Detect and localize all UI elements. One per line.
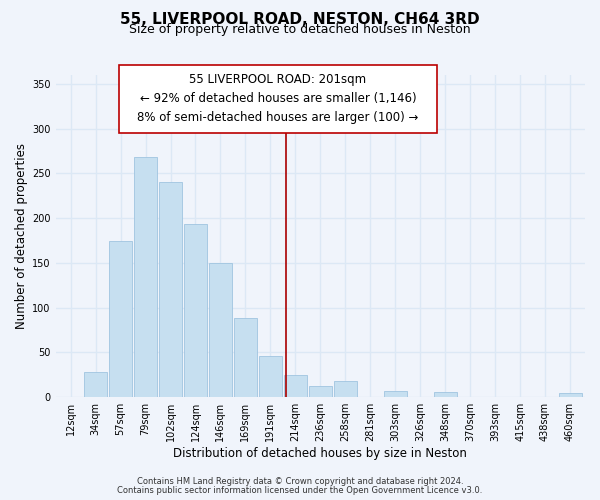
Bar bbox=[434, 392, 457, 397]
Bar bbox=[384, 391, 407, 397]
Y-axis label: Number of detached properties: Number of detached properties bbox=[15, 143, 28, 329]
Bar bbox=[259, 356, 282, 397]
Bar bbox=[84, 372, 107, 397]
Text: ← 92% of detached houses are smaller (1,146): ← 92% of detached houses are smaller (1,… bbox=[140, 92, 416, 106]
Text: 55 LIVERPOOL ROAD: 201sqm: 55 LIVERPOOL ROAD: 201sqm bbox=[190, 74, 367, 86]
Bar bbox=[109, 240, 132, 397]
Text: Contains HM Land Registry data © Crown copyright and database right 2024.: Contains HM Land Registry data © Crown c… bbox=[137, 477, 463, 486]
Bar bbox=[184, 224, 207, 397]
Bar bbox=[159, 182, 182, 397]
Text: 55, LIVERPOOL ROAD, NESTON, CH64 3RD: 55, LIVERPOOL ROAD, NESTON, CH64 3RD bbox=[120, 12, 480, 28]
Bar bbox=[334, 381, 357, 397]
Text: Size of property relative to detached houses in Neston: Size of property relative to detached ho… bbox=[129, 22, 471, 36]
Bar bbox=[209, 263, 232, 397]
Bar bbox=[559, 392, 581, 397]
X-axis label: Distribution of detached houses by size in Neston: Distribution of detached houses by size … bbox=[173, 447, 467, 460]
Bar bbox=[309, 386, 332, 397]
Bar bbox=[134, 158, 157, 397]
Text: 8% of semi-detached houses are larger (100) →: 8% of semi-detached houses are larger (1… bbox=[137, 111, 419, 124]
Text: Contains public sector information licensed under the Open Government Licence v3: Contains public sector information licen… bbox=[118, 486, 482, 495]
Bar bbox=[284, 375, 307, 397]
Bar bbox=[234, 318, 257, 397]
